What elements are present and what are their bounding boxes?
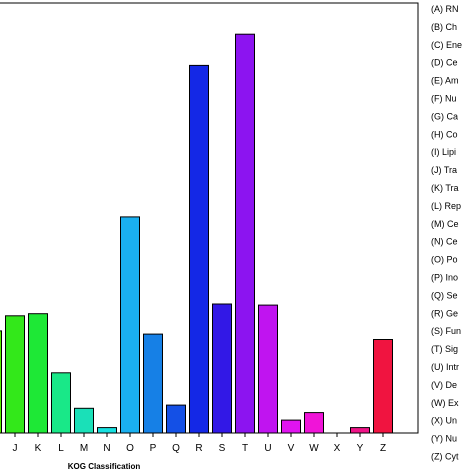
bar-J: [5, 315, 25, 434]
legend-item: (Z) Cyt: [431, 452, 459, 462]
x-axis-title: KOG Classification: [68, 462, 141, 471]
legend-item: (S) Fun: [431, 326, 461, 336]
bars-group: [0, 33, 393, 434]
legend-item: (B) Ch: [431, 22, 457, 32]
bar-N: [97, 427, 117, 434]
legend-item: (J) Tra: [431, 165, 457, 175]
bar-M: [74, 407, 94, 434]
legend: (A) RN (B) Ch (C) Ene (D) Ce (E) Am (F) Nu (G)…: [431, 4, 462, 462]
tick-label-J: J: [13, 443, 18, 454]
bar-P: [143, 333, 163, 434]
tick-label-P: P: [150, 443, 157, 454]
bar-Q: [166, 404, 186, 434]
legend-item: (I) Lipi: [431, 147, 456, 157]
legend-item: (O) Po: [431, 255, 458, 265]
legend-item: (U) Intr: [431, 362, 459, 372]
legend-item: (K) Tra: [431, 183, 459, 193]
legend-item: (W) Ex: [431, 398, 459, 408]
legend-item: (V) De: [431, 380, 457, 390]
legend-item: (X) Un: [431, 416, 457, 426]
tick-label-W: W: [309, 443, 319, 454]
bar-O: [120, 216, 140, 434]
tick-label-X: X: [334, 443, 341, 454]
tick-label-T: T: [242, 443, 248, 454]
bar-L: [51, 372, 71, 434]
legend-item: (A) RN: [431, 4, 459, 14]
legend-item: (P) Ino: [431, 273, 458, 283]
legend-item: (Y) Nu: [431, 434, 457, 444]
legend-item: (F) Nu: [431, 94, 457, 104]
legend-item: (C) Ene: [431, 40, 462, 50]
legend-item: (D) Ce: [431, 58, 458, 68]
bar-S: [212, 303, 232, 434]
tick-label-K: K: [35, 443, 42, 454]
bar-U: [258, 304, 278, 434]
legend-item: (N) Ce: [431, 237, 458, 247]
legend-item: (E) Am: [431, 76, 459, 86]
tick-label-R: R: [195, 443, 202, 454]
bar-W: [304, 412, 324, 434]
tick-label-S: S: [219, 443, 226, 454]
bar-I: [0, 330, 2, 434]
bar-Z: [373, 339, 393, 434]
bar-R: [189, 64, 209, 434]
tick-label-Z: Z: [380, 443, 386, 454]
tick-label-O: O: [126, 443, 134, 454]
bar-T: [235, 33, 255, 434]
legend-item: (L) Rep: [431, 201, 461, 211]
tick-label-L: L: [58, 443, 64, 454]
tick-label-V: V: [288, 443, 295, 454]
bar-Y: [350, 427, 370, 434]
tick-label-U: U: [264, 443, 271, 454]
tick-label-Q: Q: [172, 443, 180, 454]
legend-item: (Q) Se: [431, 290, 458, 300]
tick-label-M: M: [80, 443, 88, 454]
bar-V: [281, 419, 301, 434]
legend-item: (R) Ge: [431, 308, 458, 318]
legend-item: (G) Ca: [431, 111, 458, 121]
x-ticks-group: IJKLMNOPQRSTUVWXYZ: [13, 433, 386, 454]
legend-item: (H) Co: [431, 129, 458, 139]
legend-item: (M) Ce: [431, 219, 459, 229]
bar-K: [28, 313, 48, 434]
tick-label-N: N: [103, 443, 110, 454]
legend-item: (T) Sig: [431, 344, 458, 354]
tick-label-Y: Y: [357, 443, 364, 454]
